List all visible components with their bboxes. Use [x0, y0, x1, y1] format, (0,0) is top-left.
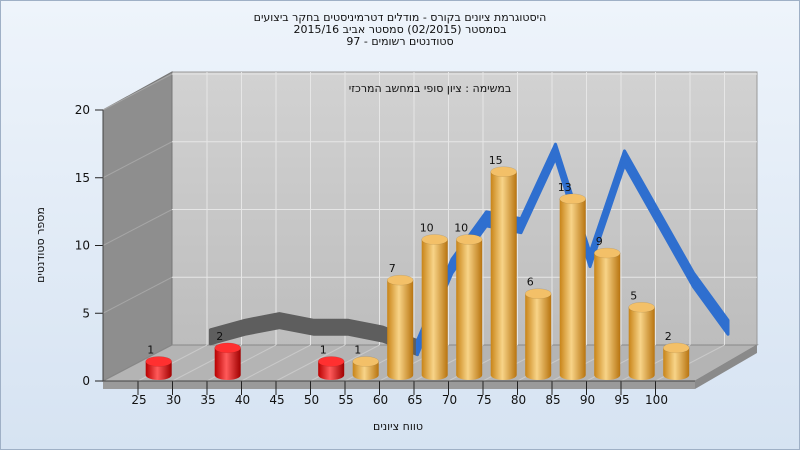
- title-line-3: סטודנטים רשומים - 97: [346, 35, 454, 48]
- bar-pass-7: [490, 166, 517, 380]
- chart-title: היסטוגרמת ציונים בקורס - מודלים דטרמיניס…: [0, 12, 800, 48]
- x-tick-label: 80: [511, 393, 526, 407]
- x-tick-label: 95: [614, 393, 629, 407]
- bar-value-label: 13: [558, 181, 572, 194]
- x-tick-label: 40: [235, 393, 250, 407]
- grid-line-side: [102, 209, 173, 246]
- x-tick-label: 35: [200, 393, 215, 407]
- x-tick-label: 45: [269, 393, 284, 407]
- bar-value-label: 5: [630, 289, 637, 302]
- x-tick-label: 55: [338, 393, 353, 407]
- bar-cap: [559, 193, 586, 205]
- x-tick-label: 75: [476, 393, 491, 407]
- bar-pass-10: [593, 247, 621, 380]
- grid-line-side: [102, 141, 173, 179]
- y-tick-label: 20: [75, 103, 90, 117]
- bar-pass-12: [662, 342, 690, 380]
- plot-side-wall: [102, 71, 173, 382]
- bar-value-label: 6: [527, 276, 534, 289]
- bar-body: [628, 307, 655, 380]
- chart-subtitle: במשימה : ציון סופי במחשב המרכזי: [349, 82, 512, 95]
- bar-value-label: 10: [454, 222, 468, 235]
- bar-body: [456, 239, 483, 380]
- bar-body: [559, 198, 586, 380]
- y-tick-label: 0: [82, 374, 90, 388]
- bar-fail-1: [214, 342, 241, 380]
- bar-pass-5: [421, 234, 448, 380]
- title-line-1: היסטוגרמת ציונים בקורס - מודלים דטרמיניס…: [253, 11, 547, 24]
- bar-pass-8: [524, 288, 552, 380]
- bar-cap: [352, 356, 379, 367]
- bar-cap: [490, 166, 517, 177]
- bar-body: [214, 347, 241, 380]
- grid-line-side: [102, 276, 173, 314]
- y-tick-label: 5: [82, 306, 90, 320]
- bar-body: [525, 293, 552, 380]
- bar-pass-3: [352, 356, 379, 380]
- x-axis-title: טווח ציונים: [373, 420, 423, 433]
- bar-value-label: 1: [147, 343, 154, 356]
- bar-body: [663, 347, 690, 380]
- bar-cap: [214, 342, 241, 354]
- bar-pass-9: [559, 193, 586, 380]
- bar-value-label: 1: [320, 343, 327, 356]
- y-tick-label: 15: [75, 171, 90, 185]
- bar-cap: [662, 342, 690, 354]
- grid-line-floor: [241, 344, 311, 382]
- bar-body: [145, 361, 172, 380]
- x-tick-label: 60: [373, 393, 388, 407]
- bar-body: [352, 361, 379, 380]
- bar-cap: [593, 247, 621, 259]
- bar-cap: [524, 288, 552, 299]
- bar-pass-4: [386, 274, 414, 380]
- bar-value-labels: 1 2 1 1 7 10 10 15 6 13 9 5 2: [147, 154, 672, 357]
- x-tick-label: 50: [304, 393, 319, 407]
- plot-floor-side: [695, 345, 757, 389]
- x-tick-label: 30: [166, 393, 181, 407]
- bar-value-label: 10: [420, 222, 434, 235]
- bar-value-label: 7: [389, 262, 396, 275]
- grid-line-floor: [275, 344, 346, 382]
- bar-cap: [455, 234, 483, 245]
- plot-floor-front: [103, 381, 695, 389]
- grid-line-side: [102, 73, 173, 111]
- bar-value-label: 1: [354, 343, 361, 356]
- bar-pass-6: [455, 234, 483, 380]
- bar-fail-2: [317, 356, 345, 380]
- x-tick-label: 65: [407, 393, 422, 407]
- bar-cap: [628, 302, 655, 313]
- y-axis-title: מספר סטודנטים: [34, 207, 47, 283]
- bar-value-label: 9: [596, 235, 603, 248]
- bar-value-label: 15: [489, 154, 503, 167]
- bar-cap: [421, 234, 448, 245]
- bar-fail-0: [145, 356, 172, 380]
- x-tick-label: 25: [131, 393, 146, 407]
- y-tick-label: 10: [75, 239, 90, 253]
- bar-body: [318, 361, 345, 380]
- bar-body: [594, 253, 621, 380]
- bar-cap: [386, 274, 414, 286]
- bar-body: [387, 280, 414, 380]
- bar-value-label: 2: [216, 330, 223, 343]
- x-tick-label: 70: [442, 393, 457, 407]
- bar-cap: [317, 356, 345, 367]
- bar-body: [490, 171, 517, 380]
- histogram-bars: [145, 166, 690, 380]
- bar-pass-11: [628, 302, 655, 380]
- bar-cap: [145, 356, 172, 367]
- x-tick-label: 85: [545, 393, 560, 407]
- x-tick-label: 100: [645, 393, 668, 407]
- bar-body: [421, 239, 448, 380]
- x-tick-label: 90: [580, 393, 595, 407]
- bar-value-label: 2: [665, 330, 672, 343]
- title-line-2: בסמסטר (02/2015) סמסטר אביב 2015/16: [293, 23, 507, 36]
